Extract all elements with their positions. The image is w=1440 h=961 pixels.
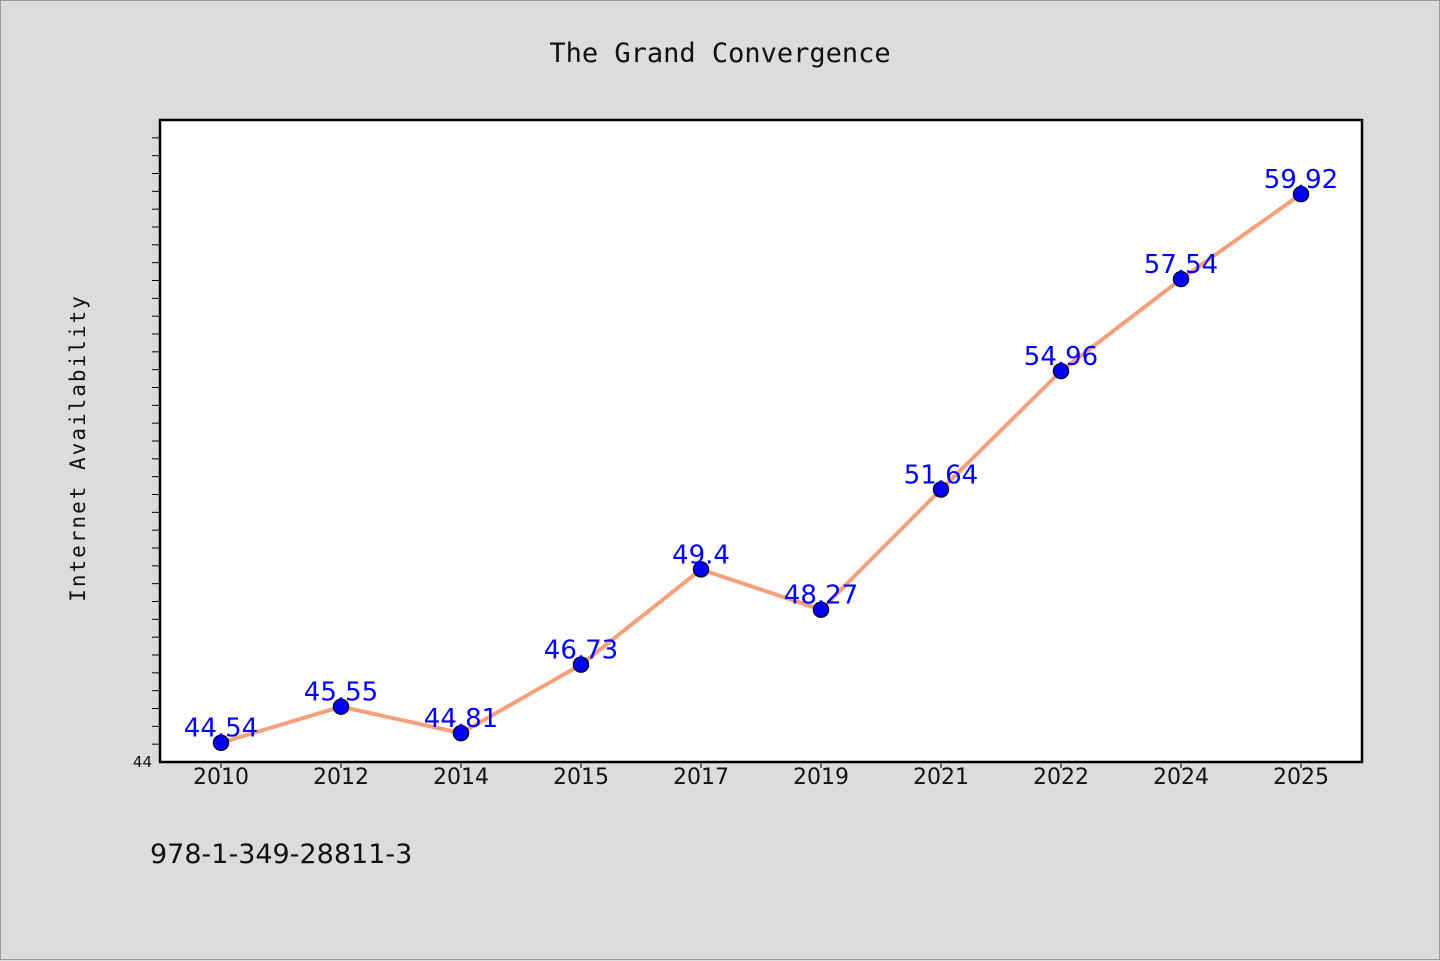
series-line <box>220 192 1303 745</box>
data-label: 44.54 <box>184 714 258 744</box>
data-point <box>692 561 710 578</box>
x-tick-label: 2025 <box>1273 765 1329 790</box>
y-tick-label: 44 <box>133 753 152 771</box>
data-label: 57.54 <box>1144 250 1218 280</box>
data-labels: 44.54 45.55 44.81 46.73 49.4 48.27 51.64 54.96 5… <box>184 165 1338 744</box>
data-point <box>572 656 590 673</box>
chart-title: The Grand Convergence <box>549 38 890 69</box>
x-tick-label: 2010 <box>193 765 249 790</box>
data-markers <box>212 185 1310 751</box>
data-label: 48.27 <box>784 581 858 611</box>
x-tick-label: 2014 <box>433 765 489 790</box>
data-label: 49.4 <box>672 540 730 570</box>
x-tick-label: 2017 <box>673 765 729 790</box>
x-tick-label: 2015 <box>553 765 609 790</box>
data-point <box>1052 362 1070 380</box>
x-tick-label: 2022 <box>1033 765 1089 790</box>
x-tick-label: 2024 <box>1153 765 1209 790</box>
x-tick-label: 2012 <box>313 765 369 790</box>
data-point <box>332 698 350 715</box>
data-point <box>812 601 830 618</box>
x-tick-label: 2019 <box>793 765 849 790</box>
data-point <box>932 481 950 498</box>
plot-area <box>158 118 1364 764</box>
data-label: 44.81 <box>424 704 498 734</box>
data-point <box>452 724 470 742</box>
data-label: 46.73 <box>544 636 618 666</box>
footer-isbn: 978-1-349-28811-3 <box>150 839 412 870</box>
data-label: 59.92 <box>1264 165 1338 195</box>
data-point <box>1172 270 1190 288</box>
data-label: 51.64 <box>904 461 978 491</box>
x-axis-tick-labels: 2010 2012 2014 2015 2017 2019 2021 2022 2024 2025 <box>193 765 1329 790</box>
x-tick-label: 2021 <box>913 765 969 790</box>
data-point <box>212 734 230 751</box>
y-axis-label: Internet Availability <box>66 294 90 602</box>
x-axis-ticks <box>220 762 1302 768</box>
data-label: 45.55 <box>304 678 378 708</box>
data-label: 54.96 <box>1024 342 1098 372</box>
y-axis-ticks <box>152 137 160 745</box>
data-point <box>1292 185 1310 203</box>
